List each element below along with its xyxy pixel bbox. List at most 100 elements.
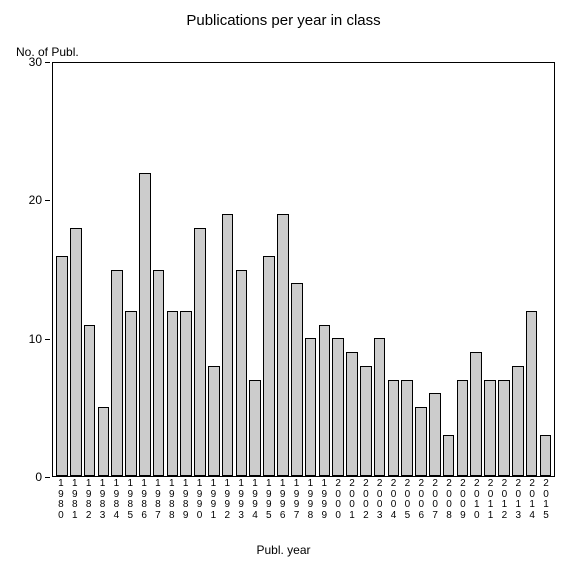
bar bbox=[415, 407, 427, 476]
bar-slot bbox=[428, 63, 442, 476]
bar-slot bbox=[497, 63, 511, 476]
x-label-slot: 1981 bbox=[68, 479, 82, 533]
x-label-slot: 1984 bbox=[109, 479, 123, 533]
bar-slot bbox=[207, 63, 221, 476]
x-label-slot: 1987 bbox=[151, 479, 165, 533]
x-label-slot: 2002 bbox=[359, 479, 373, 533]
bar bbox=[319, 325, 331, 476]
bar-slot bbox=[538, 63, 552, 476]
bar bbox=[457, 380, 469, 476]
bar bbox=[208, 366, 220, 476]
x-tick-label: 1991 bbox=[211, 479, 217, 521]
x-tick-label: 1995 bbox=[266, 479, 272, 521]
bar-slot bbox=[387, 63, 401, 476]
bar-slot bbox=[400, 63, 414, 476]
x-tick-label: 1989 bbox=[183, 479, 189, 521]
x-tick-label: 2015 bbox=[543, 479, 549, 521]
x-label-slot: 2015 bbox=[539, 479, 553, 533]
chart-container: Publications per year in class No. of Pu… bbox=[0, 0, 567, 567]
bar bbox=[443, 435, 455, 476]
bar bbox=[98, 407, 110, 476]
x-label-slot: 1997 bbox=[290, 479, 304, 533]
x-label-slot: 2003 bbox=[373, 479, 387, 533]
bar bbox=[167, 311, 179, 476]
x-axis-title: Publ. year bbox=[0, 543, 567, 557]
bar bbox=[70, 228, 82, 476]
x-tick-label: 2010 bbox=[474, 479, 480, 521]
bar bbox=[401, 380, 413, 476]
bar bbox=[153, 270, 165, 477]
bar-slot bbox=[345, 63, 359, 476]
x-label-slot: 1980 bbox=[54, 479, 68, 533]
bar bbox=[388, 380, 400, 476]
x-label-slot: 2014 bbox=[525, 479, 539, 533]
bar-slot bbox=[442, 63, 456, 476]
y-tick-mark bbox=[45, 200, 50, 201]
bar-slot bbox=[55, 63, 69, 476]
x-tick-label: 1993 bbox=[238, 479, 244, 521]
bar bbox=[526, 311, 538, 476]
x-tick-label: 1996 bbox=[280, 479, 286, 521]
x-tick-label: 1981 bbox=[72, 479, 78, 521]
bar bbox=[429, 393, 441, 476]
y-tick-label: 30 bbox=[2, 55, 42, 69]
bar-slot bbox=[235, 63, 249, 476]
x-tick-label: 2003 bbox=[377, 479, 383, 521]
x-tick-label: 2001 bbox=[349, 479, 355, 521]
bar-slot bbox=[248, 63, 262, 476]
x-label-slot: 1994 bbox=[248, 479, 262, 533]
bar-slot bbox=[469, 63, 483, 476]
bar bbox=[222, 214, 234, 476]
bar-slot bbox=[525, 63, 539, 476]
bar-slot bbox=[96, 63, 110, 476]
y-tick-mark bbox=[45, 339, 50, 340]
bar bbox=[332, 338, 344, 476]
bar bbox=[277, 214, 289, 476]
x-label-slot: 2007 bbox=[428, 479, 442, 533]
x-label-slot: 2008 bbox=[442, 479, 456, 533]
x-tick-label: 1992 bbox=[224, 479, 230, 521]
x-tick-label: 2008 bbox=[446, 479, 452, 521]
bar-slot bbox=[483, 63, 497, 476]
x-tick-label: 1980 bbox=[58, 479, 64, 521]
x-tick-label: 1986 bbox=[141, 479, 147, 521]
x-label-slot: 2000 bbox=[331, 479, 345, 533]
x-label-slot: 1998 bbox=[303, 479, 317, 533]
x-label-slot: 1983 bbox=[96, 479, 110, 533]
x-tick-label: 2004 bbox=[391, 479, 397, 521]
bar bbox=[470, 352, 482, 476]
bar bbox=[180, 311, 192, 476]
x-label-slot: 2009 bbox=[456, 479, 470, 533]
x-tick-label: 2002 bbox=[363, 479, 369, 521]
x-tick-label: 1987 bbox=[155, 479, 161, 521]
x-tick-label: 2005 bbox=[405, 479, 411, 521]
bar-slot bbox=[511, 63, 525, 476]
x-label-slot: 2001 bbox=[345, 479, 359, 533]
bar-slot bbox=[69, 63, 83, 476]
bar-slot bbox=[110, 63, 124, 476]
y-axis-ticks: 0102030 bbox=[0, 62, 50, 477]
bar bbox=[305, 338, 317, 476]
x-label-slot: 2005 bbox=[400, 479, 414, 533]
bar-slot bbox=[193, 63, 207, 476]
x-tick-label: 2011 bbox=[488, 479, 494, 521]
x-label-slot: 1985 bbox=[123, 479, 137, 533]
x-tick-label: 1983 bbox=[100, 479, 106, 521]
x-tick-label: 2013 bbox=[516, 479, 522, 521]
bar bbox=[84, 325, 96, 476]
y-tick-label: 0 bbox=[2, 470, 42, 484]
chart-title: Publications per year in class bbox=[0, 12, 567, 29]
bar bbox=[540, 435, 552, 476]
x-label-slot: 2006 bbox=[414, 479, 428, 533]
bars-group bbox=[53, 63, 554, 476]
bar bbox=[346, 352, 358, 476]
x-tick-label: 1990 bbox=[197, 479, 203, 521]
x-tick-label: 1985 bbox=[127, 479, 133, 521]
x-tick-label: 2006 bbox=[419, 479, 425, 521]
bar bbox=[374, 338, 386, 476]
bar-slot bbox=[179, 63, 193, 476]
x-tick-label: 2014 bbox=[529, 479, 535, 521]
bar bbox=[498, 380, 510, 476]
bar bbox=[125, 311, 137, 476]
x-label-slot: 1995 bbox=[262, 479, 276, 533]
